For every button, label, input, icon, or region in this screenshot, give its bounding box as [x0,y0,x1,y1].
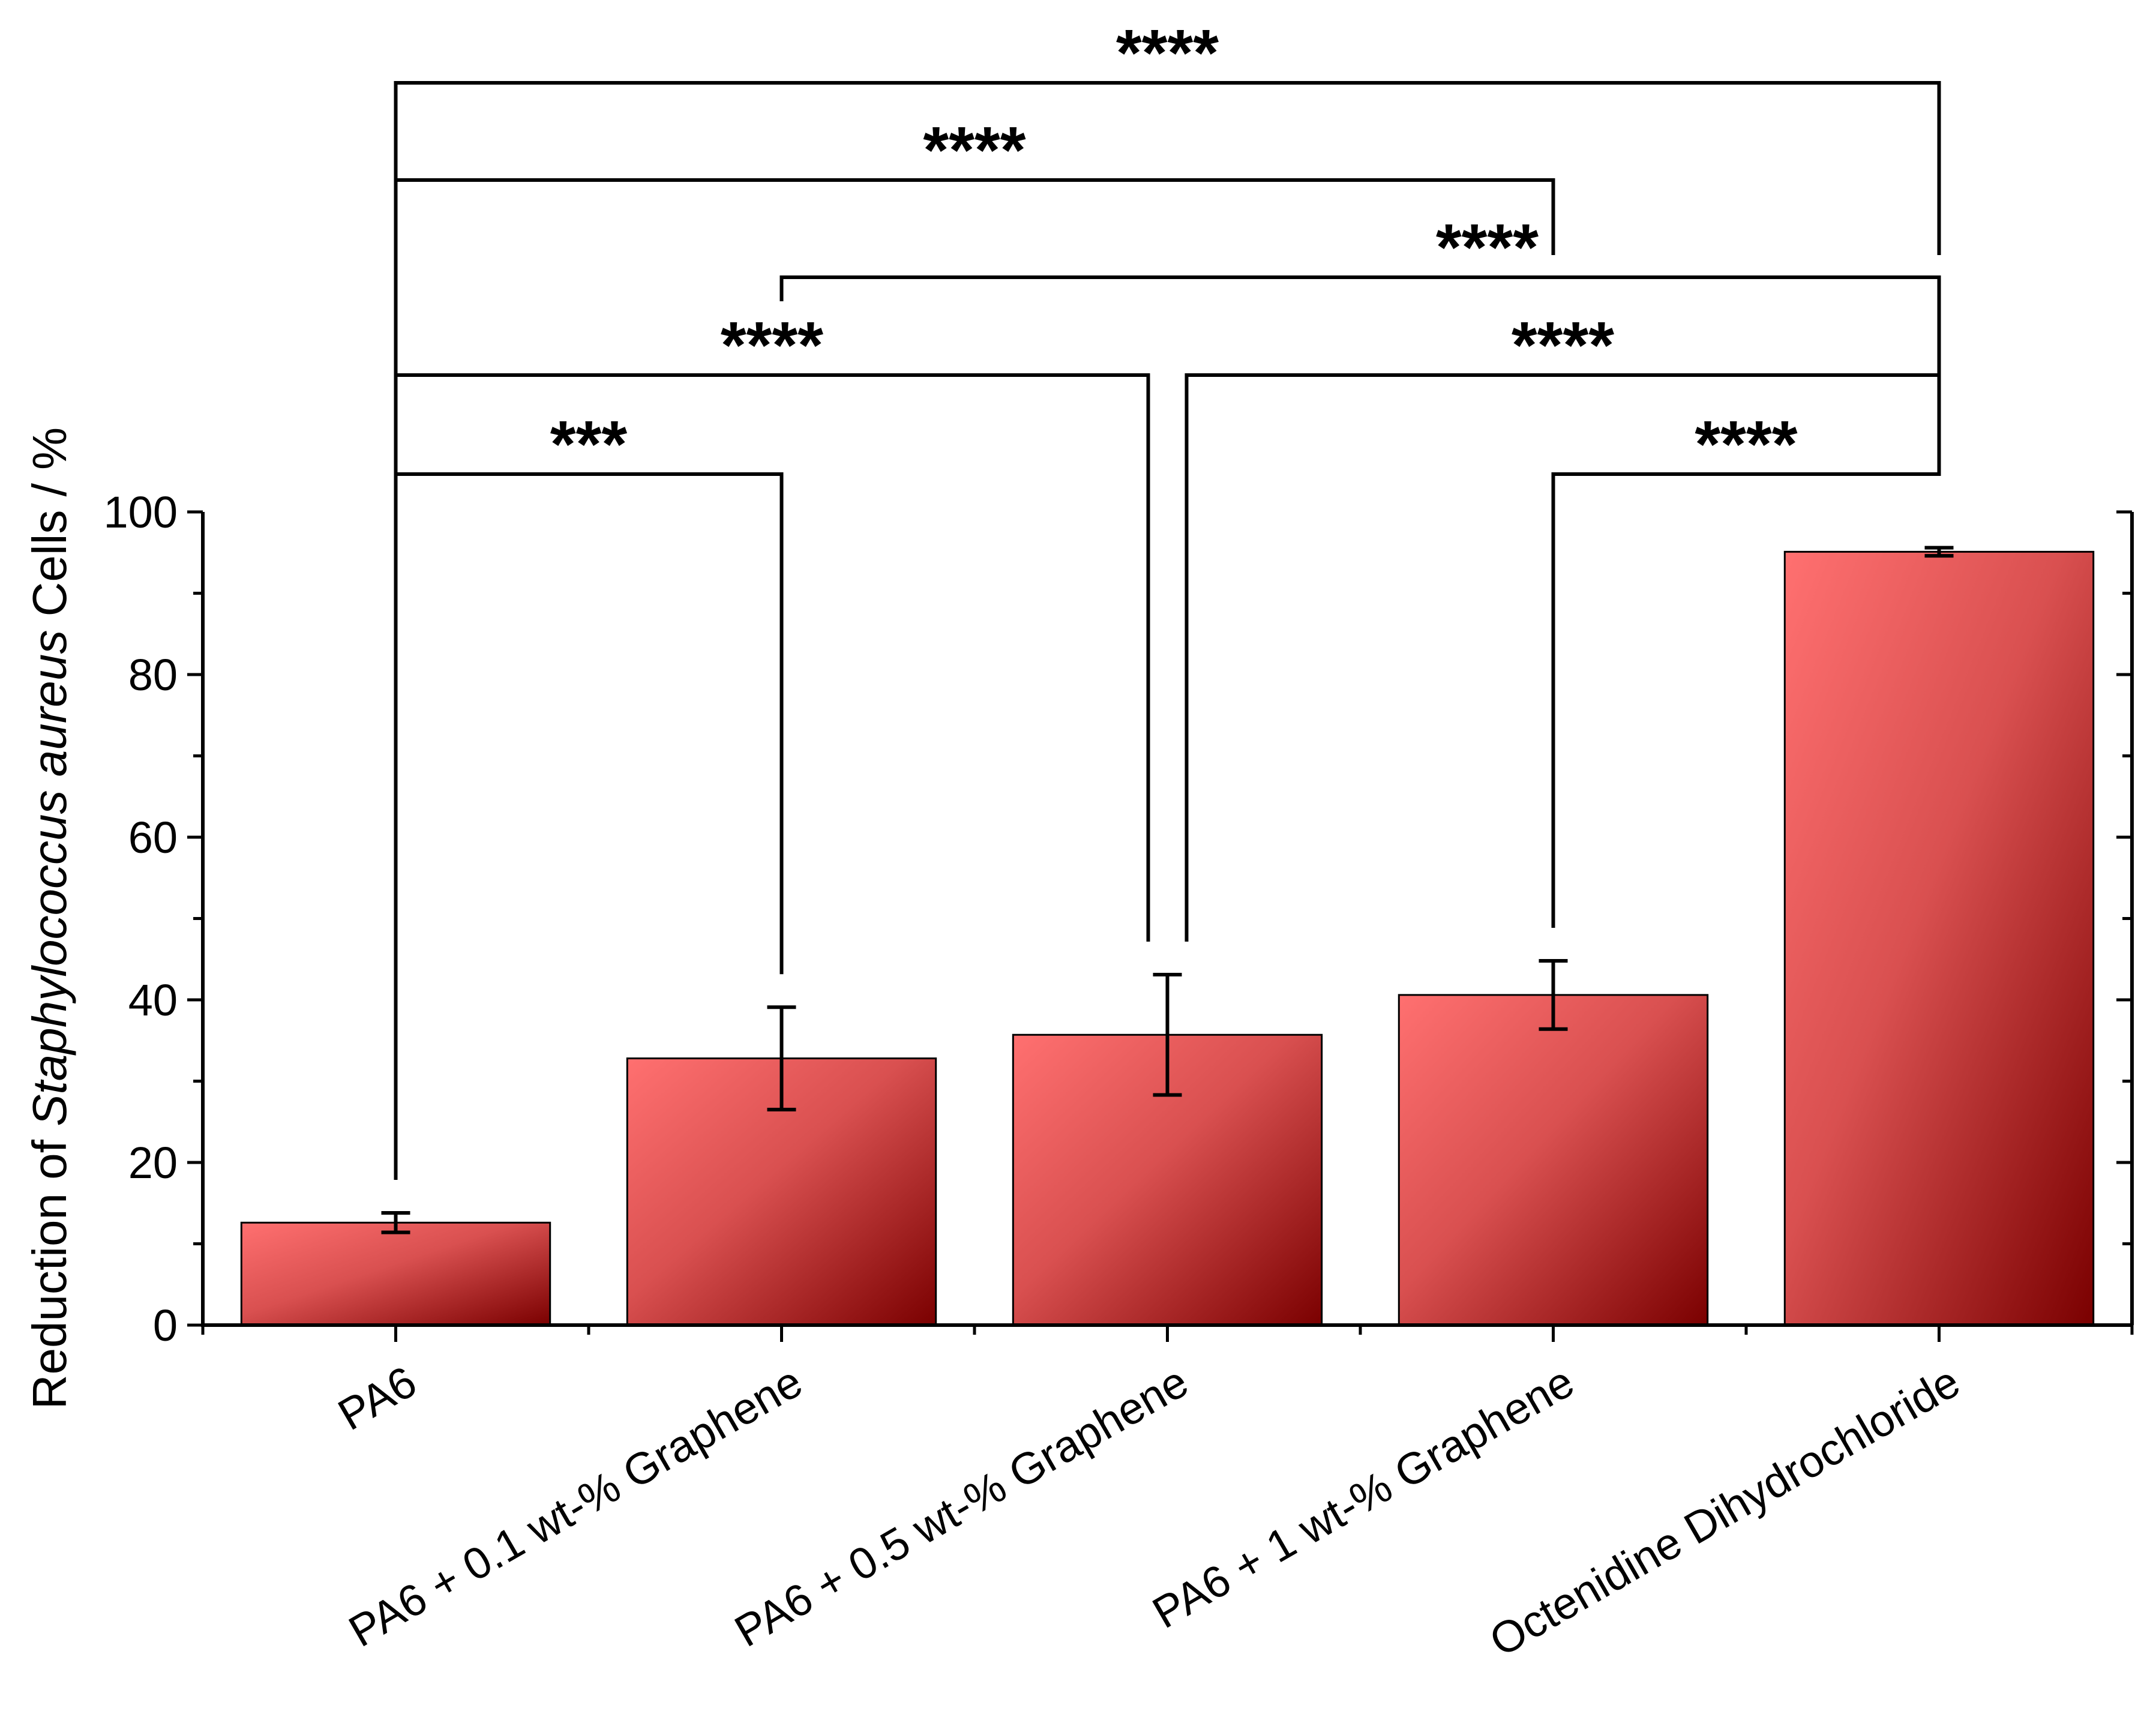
significance-label: **** [1512,308,1614,382]
significance-brackets: ******* ******************** [394,16,1941,1180]
y-axis-title-prefix: Reduction of [23,1126,76,1409]
significance-bracket [394,472,784,1180]
y-tick-label: 0 [153,1301,178,1350]
significance-bracket [394,178,1555,474]
significance-label: **** [721,308,823,382]
y-tick-label: 80 [128,650,178,700]
y-tick-label: 60 [128,813,178,862]
y-axis-title-suffix: Cells / % [23,427,76,630]
y-ticks: 0 20 40 60 80 100 [104,487,2132,1350]
y-tick-label: 20 [128,1138,178,1188]
bar [240,1221,551,1326]
x-tick-label: PA6 [330,1356,425,1440]
error-bars [381,546,1954,1234]
bars [240,550,2095,1326]
bar [1783,550,2095,1326]
significance-label: **** [1436,211,1539,284]
y-tick-label: 100 [104,487,178,537]
significance-bracket [1551,375,1941,928]
y-axis-title: Reduction of Staphylococcus aureus Cells… [23,427,76,1409]
y-axis-title-italic: Staphylococcus aureus [23,630,76,1126]
significance-label: *** [550,407,628,481]
x-tick-label: PA6 + 1 wt-% Graphene [1144,1356,1582,1638]
significance-bracket [394,373,1150,942]
bar [1398,994,1709,1326]
significance-label: **** [1116,16,1219,90]
significance-label: **** [1695,407,1797,481]
significance-label: **** [923,113,1025,187]
significance-bracket [394,81,1941,255]
y-tick-label: 40 [128,975,178,1025]
significance-bracket [779,275,1941,375]
